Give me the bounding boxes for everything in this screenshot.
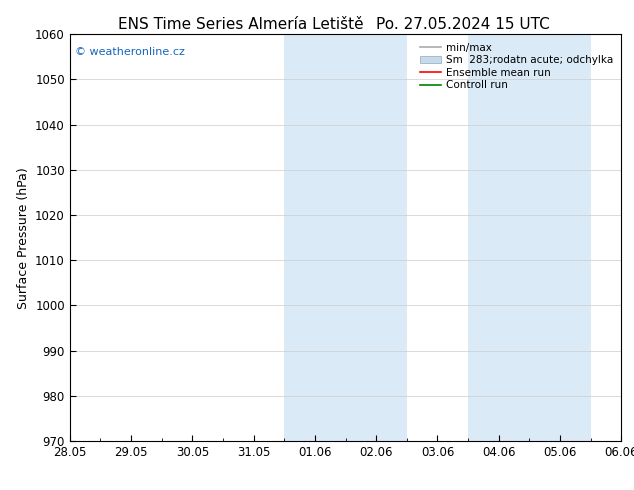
Text: © weatheronline.cz: © weatheronline.cz — [75, 47, 185, 56]
Legend: min/max, Sm  283;rodatn acute; odchylka, Ensemble mean run, Controll run: min/max, Sm 283;rodatn acute; odchylka, … — [417, 40, 616, 94]
Bar — [284, 34, 407, 441]
Y-axis label: Surface Pressure (hPa): Surface Pressure (hPa) — [16, 167, 30, 309]
Bar — [468, 34, 591, 441]
Text: ENS Time Series Almería Letiště: ENS Time Series Almería Letiště — [118, 17, 364, 32]
Text: Po. 27.05.2024 15 UTC: Po. 27.05.2024 15 UTC — [376, 17, 550, 32]
